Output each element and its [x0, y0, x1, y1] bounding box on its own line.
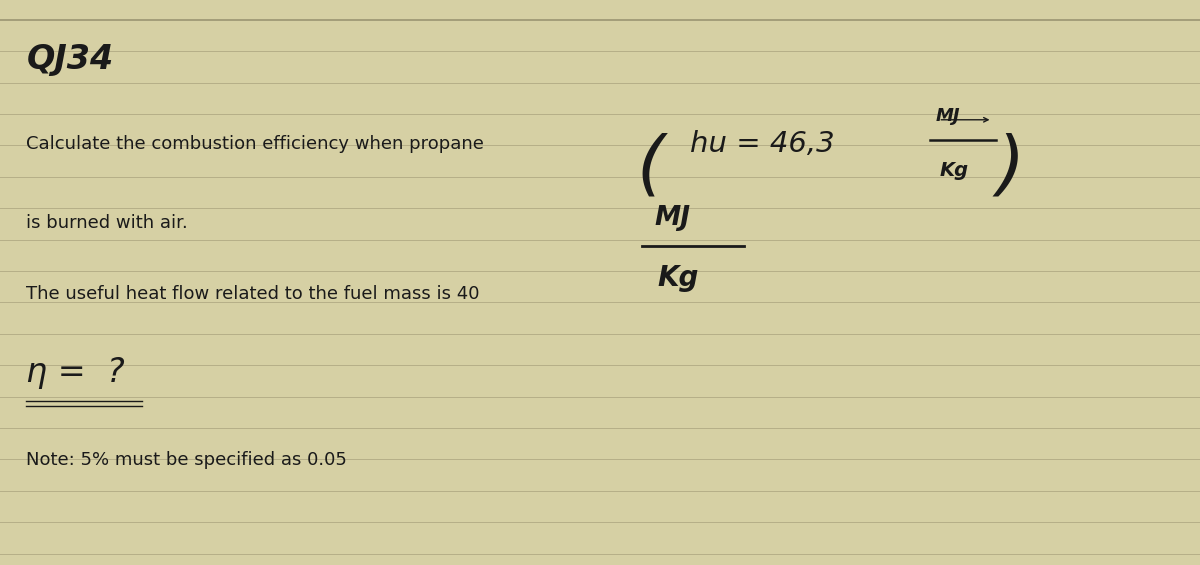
- Text: hu = 46,3: hu = 46,3: [690, 130, 835, 158]
- Text: The useful heat flow related to the fuel mass is 40: The useful heat flow related to the fuel…: [26, 285, 480, 303]
- Text: MJ: MJ: [654, 205, 690, 231]
- Text: Kg: Kg: [658, 264, 698, 292]
- Text: QJ34: QJ34: [26, 43, 114, 76]
- Text: ): ): [996, 132, 1025, 201]
- Text: η =  ?: η = ?: [26, 357, 125, 389]
- Text: is burned with air.: is burned with air.: [26, 214, 188, 232]
- Text: Note: 5% must be specified as 0.05: Note: 5% must be specified as 0.05: [26, 451, 347, 470]
- Text: Kg: Kg: [940, 161, 968, 180]
- Text: MJ: MJ: [936, 107, 961, 125]
- Text: Calculate the combustion efficiency when propane: Calculate the combustion efficiency when…: [26, 135, 485, 153]
- Text: (: (: [636, 132, 665, 201]
